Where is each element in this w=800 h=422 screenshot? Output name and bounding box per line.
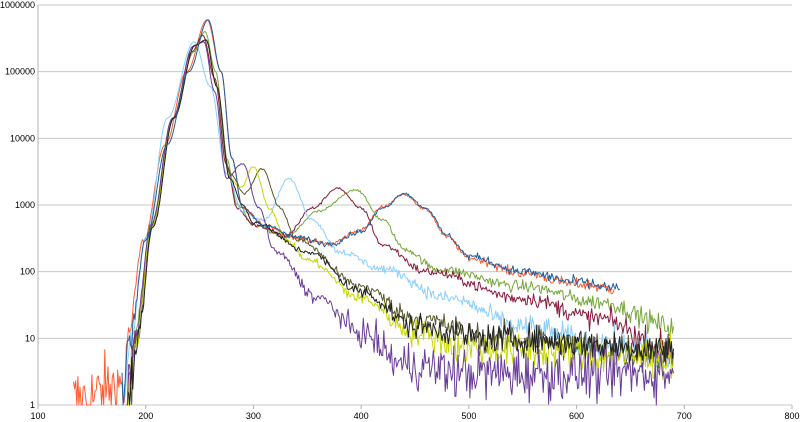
y-tick-label: 100 — [20, 267, 35, 277]
y-tick-label: 10000 — [10, 133, 35, 143]
series-line-8 — [128, 39, 674, 406]
gridlines — [37, 4, 792, 406]
x-tick-label: 800 — [784, 411, 799, 421]
y-tick-label: 1000000 — [0, 0, 35, 10]
x-tick-label: 200 — [138, 411, 153, 421]
x-tick-label: 600 — [569, 411, 584, 421]
x-tick-label: 300 — [246, 411, 261, 421]
y-tick-label: 1 — [30, 400, 35, 410]
x-tick-label: 100 — [30, 411, 45, 421]
x-tick-label: 400 — [354, 411, 369, 421]
series-line-2 — [126, 31, 674, 406]
series-line-3 — [126, 34, 674, 406]
x-tick-label: 700 — [677, 411, 692, 421]
x-axis-ticks: 100 200 300 400 500 600 700 800 — [30, 405, 800, 421]
y-tick-label: 10 — [25, 333, 35, 343]
x-tick-label: 500 — [461, 411, 476, 421]
y-axis-ticks: 1 10 100 1000 10000 100000 1000000 — [0, 0, 35, 410]
series-line-7 — [126, 41, 674, 406]
series-lines — [73, 19, 674, 406]
series-line-1 — [73, 19, 615, 406]
y-tick-label: 100000 — [5, 67, 35, 77]
y-tick-label: 1000 — [15, 200, 35, 210]
series-line-9 — [121, 19, 620, 406]
